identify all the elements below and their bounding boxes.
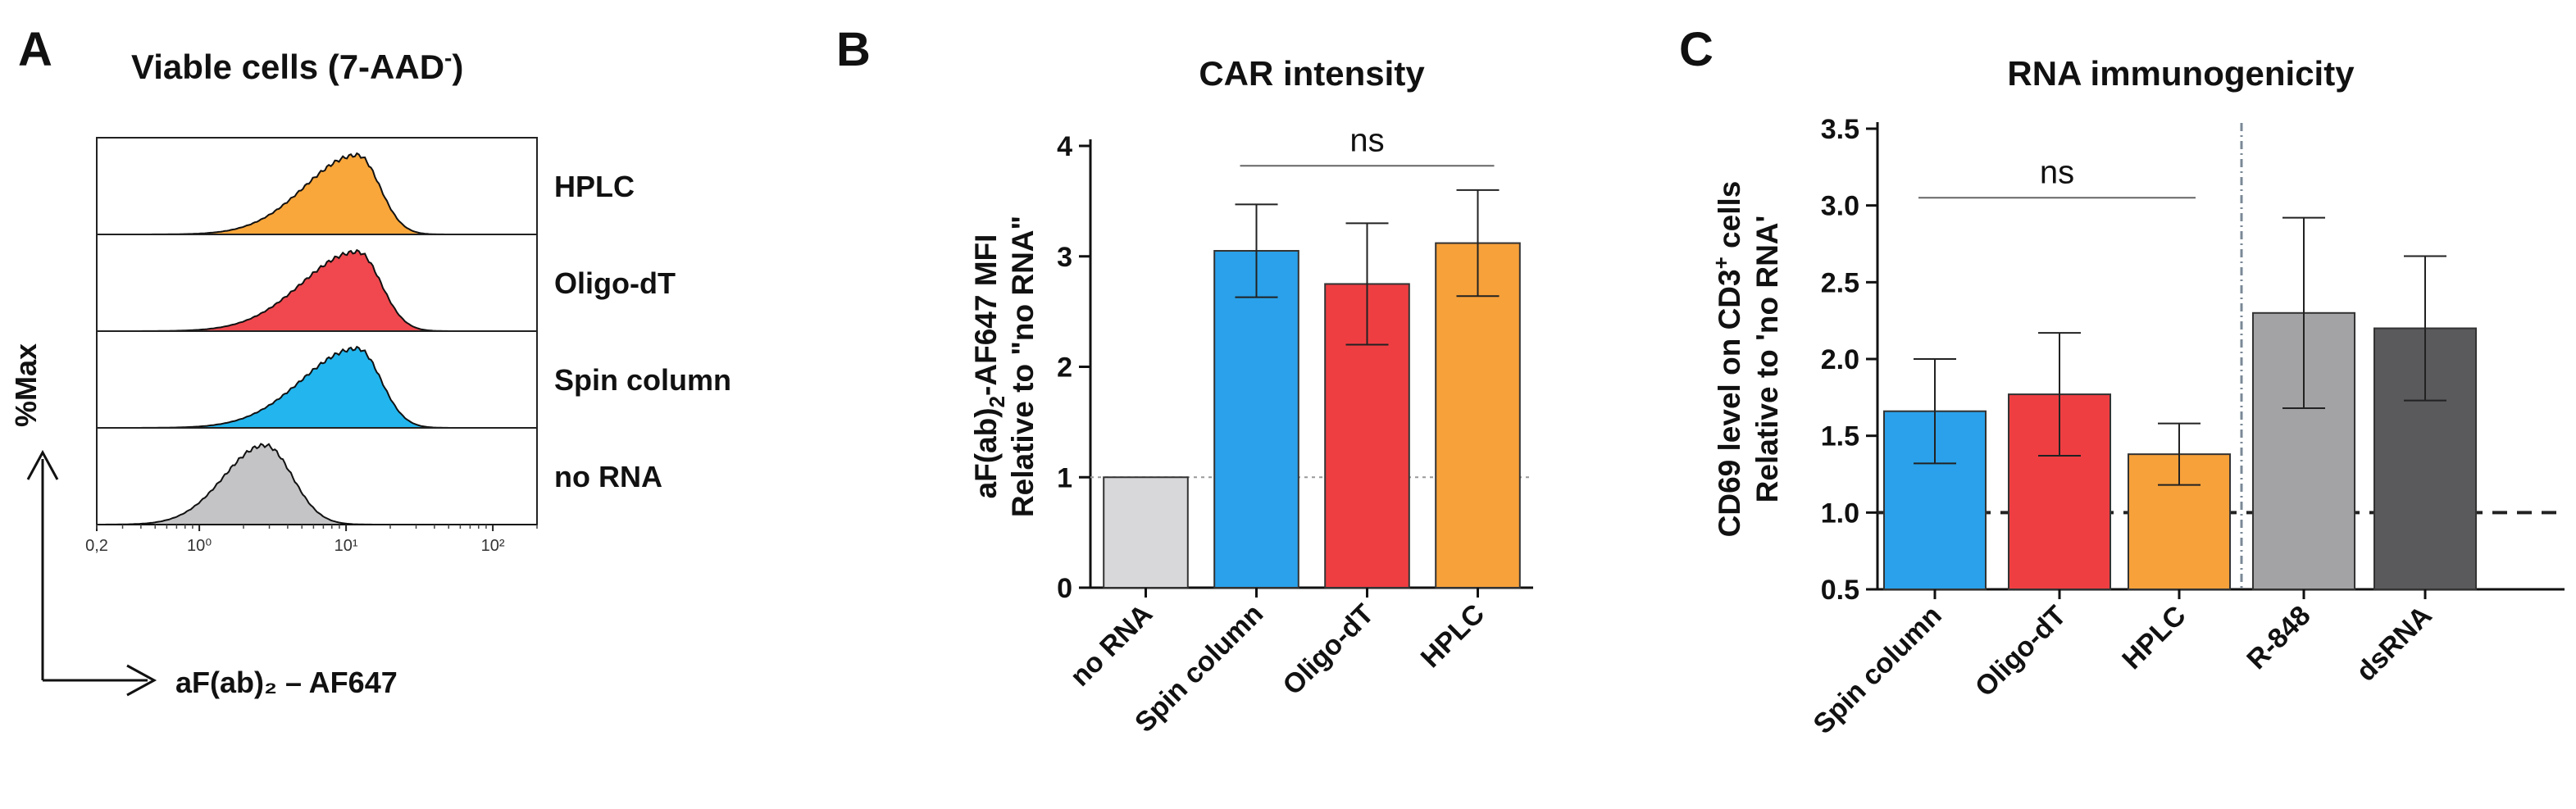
histogram-hplc	[97, 152, 537, 235]
y-tick-label: 1.0	[1821, 498, 1859, 529]
histogram-label-hplc: HPLC	[554, 170, 635, 203]
y-tick-label: 0.5	[1821, 575, 1859, 606]
panel-b-label: B	[836, 23, 871, 76]
x-tick-label-r-848: R-848	[2241, 600, 2316, 675]
y-tick-label: 4	[1057, 131, 1072, 162]
rna-immunogenicity-chart: 0.5 1.0 1.5 2.0 2.5 3.0 3.5 Spin column Oligo-dT…	[1709, 114, 2565, 740]
y-axis-label-line2: Relative to 'no RNA'	[1750, 216, 1784, 503]
x-tick-label-spin-column: Spin column	[1808, 600, 1948, 740]
y-axis-arrow-head	[26, 449, 59, 480]
histogram-spin-column	[97, 345, 537, 429]
bar-spin-column	[1213, 250, 1299, 589]
panel-a-title: Viable cells (7-AAD-)	[131, 45, 463, 86]
x-tick-label-dsrna: dsRNA	[2351, 600, 2438, 688]
x-axis-arrow-head	[126, 664, 157, 697]
x-tick-label-no-rna: no RNA	[1064, 598, 1158, 693]
y-axis-label-line2: Relative to "no RNA"	[1006, 216, 1040, 517]
y-tick-label: 1.5	[1821, 421, 1859, 452]
histogram-label-spin-column: Spin column	[554, 363, 731, 397]
histogram-no-rna	[97, 443, 537, 525]
histogram-label-no-rna: no RNA	[554, 460, 662, 493]
y-tick-label: 2.5	[1821, 267, 1859, 298]
x-tick-label-oligo-dt: Oligo-dT	[1969, 600, 2073, 703]
x-tick-label-hplc: HPLC	[1415, 598, 1491, 674]
y-tick-label: 3.5	[1821, 114, 1859, 145]
panel-a-label: A	[18, 23, 52, 76]
histogram-oligo-dt	[97, 248, 537, 332]
y-tick-label: 2	[1057, 352, 1072, 384]
significance-label: ns	[2040, 154, 2074, 190]
x-tick-label-oligo-dt: Oligo-dT	[1277, 598, 1380, 702]
histogram-x-label: aF(ab)₂ – AF647	[175, 666, 398, 699]
y-axis-label-line1: CD69 level on CD3+ cells	[1709, 181, 1746, 538]
panel-c-label: C	[1679, 23, 1714, 76]
y-tick-label: 1	[1057, 462, 1072, 493]
y-axis-label-line1: aF(ab)2-AF647 MFI	[969, 234, 1009, 499]
y-tick-label: 3.0	[1821, 191, 1859, 222]
x-tick-label-hplc: HPLC	[2116, 600, 2191, 675]
histogram-panel: HPLC Oligo-dT Spin column no RNA 0,2 10⁰ 10¹ 10…	[9, 137, 731, 699]
bar-no-rna	[1103, 476, 1189, 589]
y-tick-label: 0	[1057, 573, 1072, 604]
histogram-x-tick-label: 0,2	[85, 537, 108, 555]
histogram-label-oligo-dt: Oligo-dT	[554, 266, 676, 300]
bar-hplc	[1435, 242, 1521, 589]
histogram-row-frame-no-rna	[96, 427, 538, 525]
significance-label: ns	[1349, 122, 1384, 158]
panel-b-title: CAR intensity	[1199, 54, 1425, 93]
histogram-y-label: %Max	[9, 343, 43, 427]
y-tick-label: 3	[1057, 242, 1072, 273]
histogram-x-tick-label: 10¹	[335, 537, 358, 555]
histogram-x-tick-label: 10²	[481, 537, 505, 555]
panel-c-title: RNA immunogenicity	[2007, 54, 2355, 93]
y-tick-label: 2.0	[1821, 344, 1859, 375]
histogram-x-tick-label: 10⁰	[187, 537, 212, 555]
